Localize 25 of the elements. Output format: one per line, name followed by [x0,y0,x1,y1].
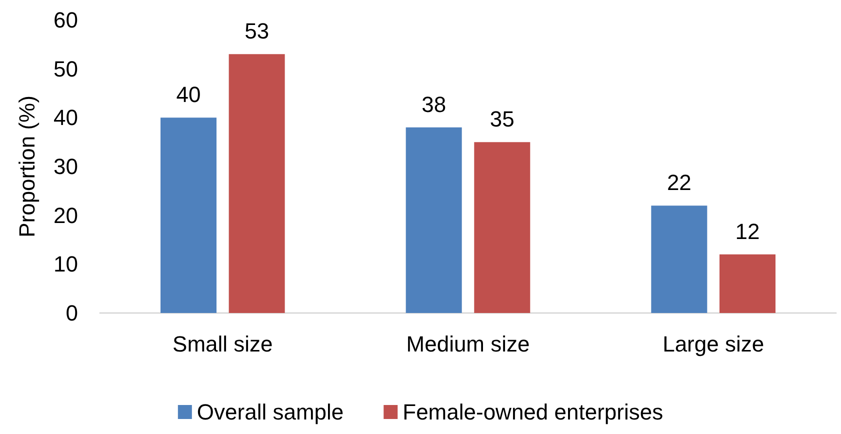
y-tick-label: 50 [54,56,78,82]
data-label: 53 [244,18,270,44]
bar [474,142,530,313]
bar [160,118,217,313]
bar [228,54,285,313]
bar [406,127,462,313]
x-tick-label: Small size [172,332,273,356]
data-label: 22 [666,170,692,196]
y-tick-label: 0 [66,300,78,326]
data-label: 40 [176,82,201,108]
y-tick-label: 10 [54,252,78,277]
x-tick-label: Medium size [406,332,530,356]
y-tick-label: 40 [54,105,78,130]
x-tick-label: Large size [662,332,764,356]
bar [719,254,776,313]
data-label: 38 [422,92,446,117]
data-label: 35 [490,106,514,132]
y-axis-title: Proportion (%) [14,96,40,238]
data-label: 12 [735,218,760,244]
legend-label: Female-owned enterprises [402,400,664,424]
y-tick-label: 60 [54,8,78,32]
y-tick-label: 30 [54,154,78,179]
legend-label: Overall sample [196,400,344,424]
bar [651,206,708,313]
y-tick-label: 20 [54,202,78,228]
